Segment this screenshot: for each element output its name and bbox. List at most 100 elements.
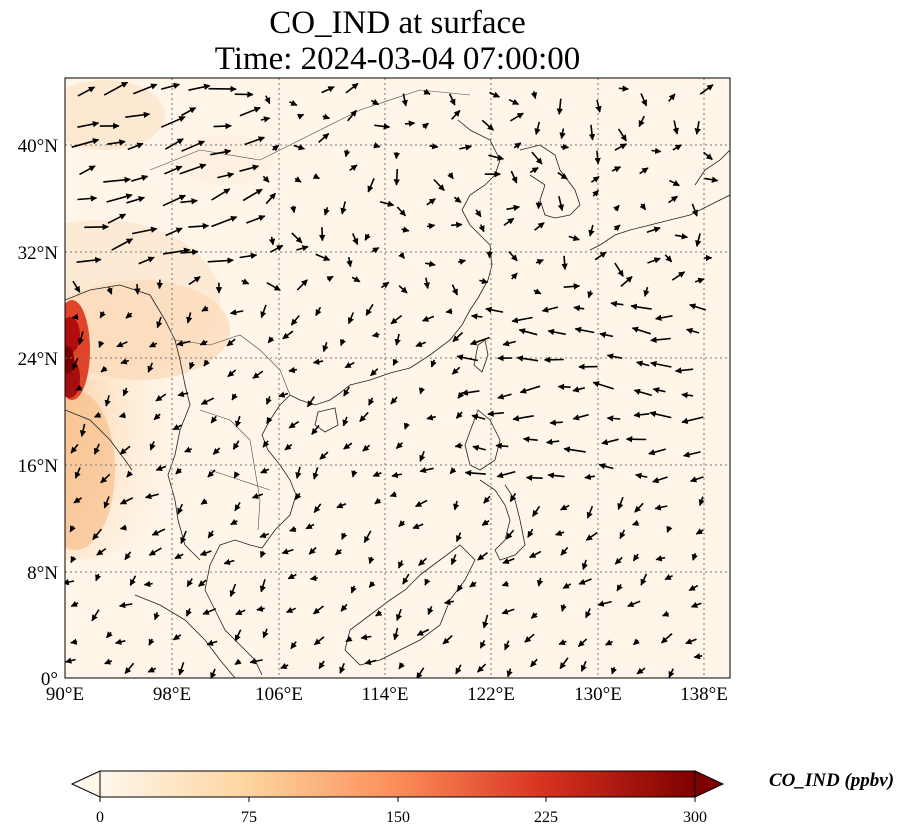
wind-arrow (379, 200, 395, 207)
wind-arrow (597, 600, 612, 607)
wind-arrow (560, 143, 570, 151)
wind-arrow (588, 224, 595, 237)
wind-arrow (290, 205, 297, 214)
wind-arrow (359, 411, 369, 423)
wind-arrow (469, 580, 477, 588)
colorbar-gradient (99, 770, 696, 798)
colorbar: 0 75 150 225 300 (70, 770, 725, 826)
wind-arrow (371, 247, 380, 254)
wind-arrow (96, 548, 107, 556)
wind-arrow (312, 173, 320, 180)
wind-arrow (284, 443, 293, 451)
wind-arrow (351, 233, 359, 245)
wind-arrow (482, 614, 489, 629)
wind-arrow (693, 653, 703, 660)
co-field (65, 80, 275, 560)
wind-arrow (73, 496, 83, 504)
wind-arrow (371, 331, 380, 338)
wind-arrow (555, 529, 565, 537)
wind-arrow (343, 149, 351, 158)
wind-arrow (398, 285, 408, 294)
wind-arrow (561, 255, 568, 271)
wind-arrow (390, 314, 403, 325)
wind-arrow (149, 341, 158, 348)
wind-arrow (133, 83, 158, 95)
wind-arrow (148, 638, 155, 646)
wind-arrow (419, 466, 434, 474)
wind-arrow (430, 359, 437, 368)
wind-arrow (124, 662, 135, 675)
wind-arrow (501, 608, 515, 615)
wind-arrow (421, 122, 429, 130)
colorbar-tick: 75 (241, 809, 257, 826)
wind-arrow (453, 500, 460, 511)
wind-arrow (172, 633, 182, 641)
wind-arrow (415, 499, 428, 508)
map-title-line2: Time: 2024-03-04 07:00:00 (214, 41, 581, 77)
wind-arrow (239, 106, 261, 117)
wind-arrow (336, 502, 347, 509)
wind-arrow (401, 226, 410, 233)
wind-arrow (160, 82, 181, 90)
wind-arrow (674, 233, 689, 240)
wind-arrow (568, 234, 580, 242)
wind-arrow (478, 224, 485, 233)
wind-arrow (340, 201, 347, 215)
wind-arrow (259, 532, 270, 539)
wind-arrow (455, 411, 463, 419)
wind-arrow (461, 389, 480, 396)
wind-arrow (530, 612, 538, 619)
wind-arrow (120, 358, 130, 365)
wind-arrow (689, 476, 704, 483)
wind-arrow (496, 470, 516, 479)
wind-arrow (312, 358, 324, 365)
wind-arrow (449, 467, 457, 475)
wind-arrow (547, 472, 565, 479)
wind-arrow (668, 195, 678, 204)
wind-arrow (235, 415, 242, 428)
wind-arrow (185, 608, 192, 617)
wind-arrow (79, 423, 87, 437)
wind-arrow (572, 413, 589, 421)
wind-arrow (424, 578, 431, 586)
wind-arrow (207, 257, 234, 264)
wind-arrow (618, 85, 629, 92)
wind-arrow (655, 314, 673, 321)
wind-arrow (134, 284, 141, 295)
wind-arrow (685, 638, 697, 645)
wind-arrow (617, 496, 624, 510)
wind-arrow (319, 451, 329, 460)
wind-arrow (535, 259, 544, 266)
wind-arrow (636, 667, 646, 675)
wind-arrow (174, 552, 184, 560)
wind-arrow (639, 167, 649, 175)
wind-arrow (322, 341, 329, 353)
wind-arrow (614, 143, 627, 151)
wind-arrow (557, 383, 571, 391)
wind-arrow (503, 217, 515, 226)
wind-arrow (506, 204, 521, 212)
wind-arrow (71, 138, 100, 148)
wind-arrow (318, 132, 330, 144)
wind-arrow (479, 277, 489, 285)
wind-arrow (660, 633, 673, 644)
wind-arrow (590, 175, 600, 183)
wind-arrow (251, 492, 264, 499)
wind-arrow (650, 360, 672, 368)
wind-arrow (181, 140, 205, 152)
wind-arrow (103, 176, 131, 184)
wind-arrow (262, 440, 270, 448)
wind-arrow (318, 227, 326, 242)
wind-arrow (574, 326, 595, 334)
wind-arrow (416, 667, 425, 678)
wind-arrow (442, 635, 453, 645)
wind-arrow (450, 554, 457, 566)
wind-arrow (76, 256, 102, 264)
wind-arrow (483, 495, 491, 504)
wind-arrow (70, 555, 77, 564)
wind-arrow (558, 639, 567, 646)
lat-tick: 16°N (18, 456, 59, 477)
wind-arrow (239, 252, 258, 260)
wind-arrow (178, 661, 185, 676)
wind-arrow (172, 424, 182, 431)
